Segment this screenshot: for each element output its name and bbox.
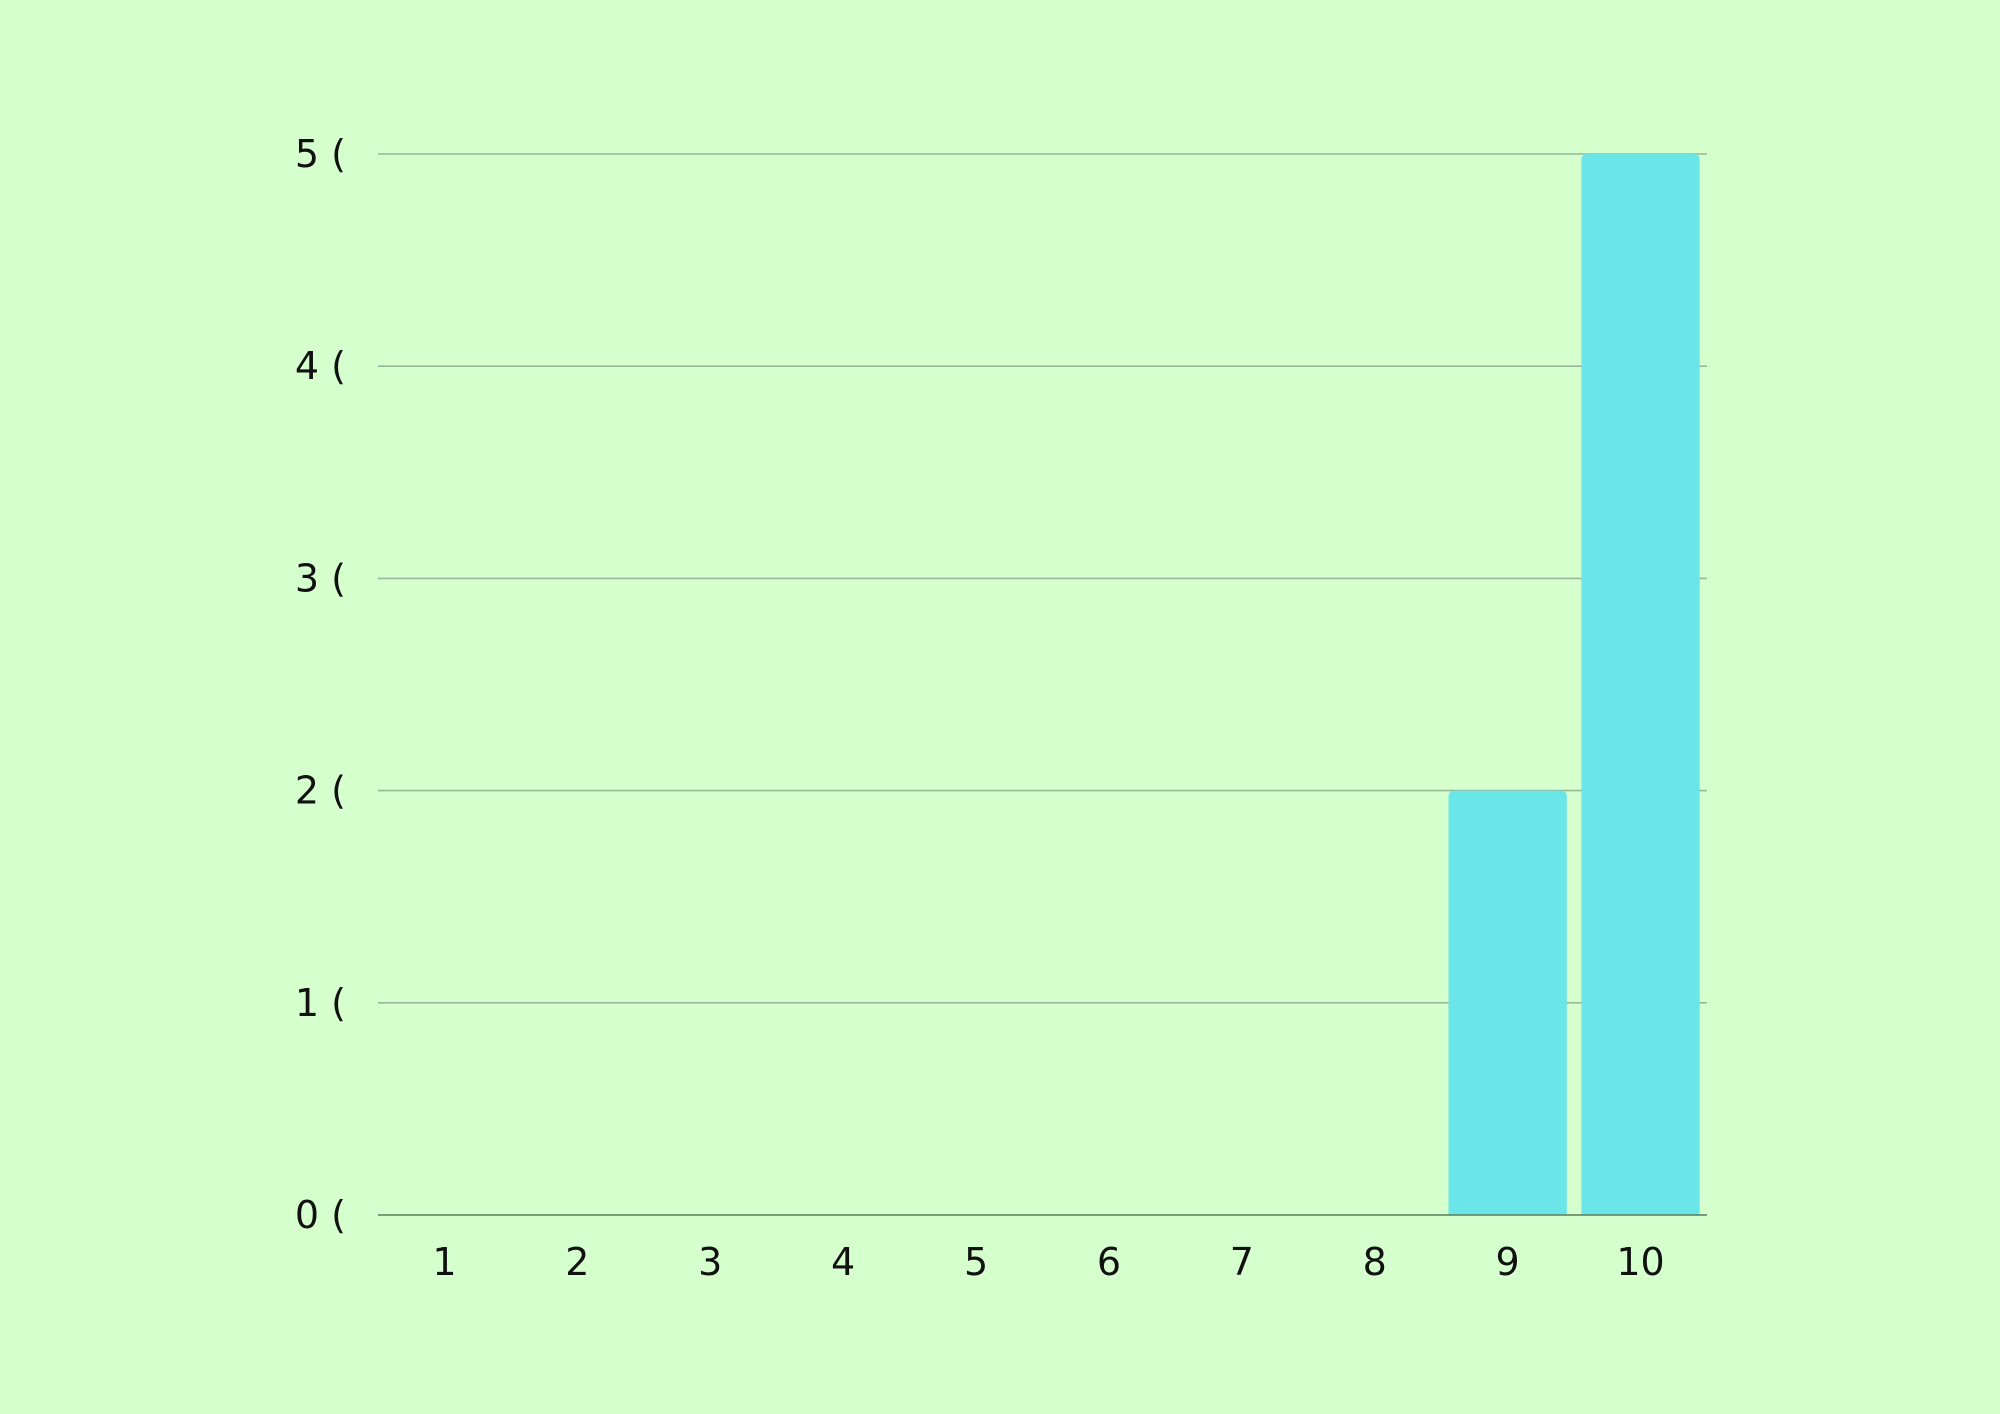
x-tick-labels: 1 2 3 4 5 6 7 8 9 10	[432, 1240, 1664, 1284]
bar-10	[1581, 154, 1700, 1215]
bars	[1448, 154, 1700, 1215]
x-tick-label-10: 10	[1616, 1240, 1664, 1284]
x-tick-label-7: 7	[1230, 1240, 1254, 1284]
x-tick-label-8: 8	[1363, 1240, 1387, 1284]
y-tick-label-1: 1 (	[295, 981, 346, 1025]
x-tick-label-5: 5	[964, 1240, 988, 1284]
y-tick-label-2: 2 (	[295, 769, 346, 813]
y-tick-label-0: 0 (	[295, 1193, 346, 1237]
y-tick-labels: 0 ( 1 ( 2 ( 3 ( 4 ( 5 (	[295, 132, 346, 1237]
y-tick-label-4: 4 (	[295, 344, 346, 388]
x-tick-label-6: 6	[1097, 1240, 1121, 1284]
x-tick-label-9: 9	[1496, 1240, 1520, 1284]
y-tick-label-5: 5 (	[295, 132, 346, 176]
x-tick-label-1: 1	[432, 1240, 456, 1284]
x-tick-label-2: 2	[565, 1240, 589, 1284]
y-tick-label-3: 3 (	[295, 556, 346, 600]
bar-9	[1448, 790, 1567, 1215]
x-tick-label-3: 3	[698, 1240, 722, 1284]
x-tick-label-4: 4	[831, 1240, 855, 1284]
